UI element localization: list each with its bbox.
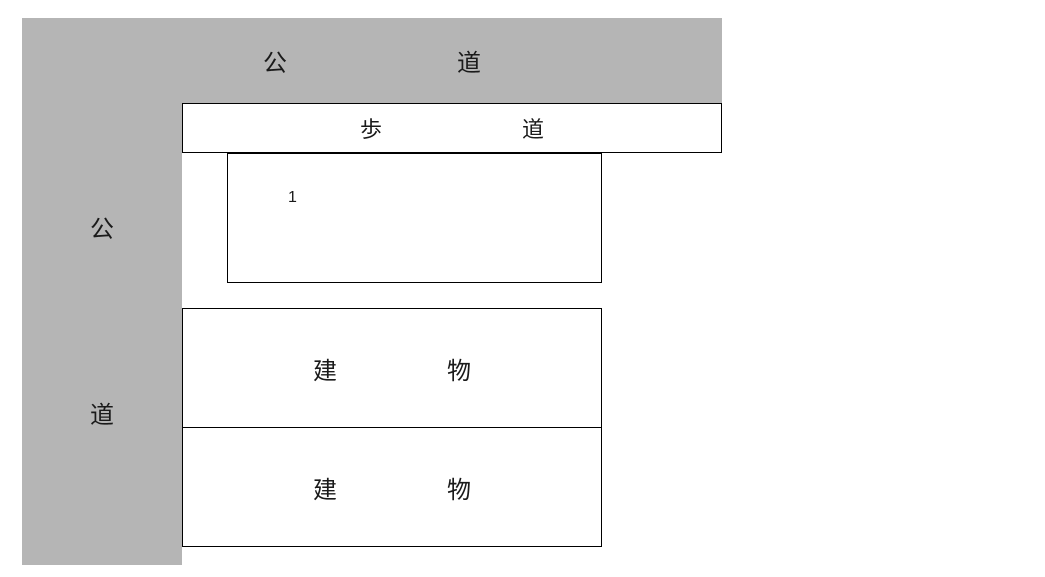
lot-block-1: 1 bbox=[227, 153, 602, 283]
building-a-char-1: 建 bbox=[313, 351, 337, 386]
road-top-char-2: 道 bbox=[457, 43, 481, 78]
sidewalk-char-2: 道 bbox=[522, 112, 544, 144]
site-diagram: 公 道 公 道 歩 道 1 建 物 建 物 bbox=[22, 18, 722, 565]
building-a-char-2: 物 bbox=[447, 351, 471, 386]
road-left-char-1: 公 bbox=[90, 209, 114, 244]
road-left-char-2: 道 bbox=[90, 395, 114, 430]
sidewalk-box: 歩 道 bbox=[182, 103, 722, 153]
public-road-top: 公 道 bbox=[22, 18, 722, 103]
sidewalk-char-1: 歩 bbox=[360, 112, 382, 144]
public-road-left: 公 道 bbox=[22, 103, 182, 565]
building-box-lower: 建 物 bbox=[182, 427, 602, 547]
building-b-char-2: 物 bbox=[447, 470, 471, 505]
lot-block-1-label: 1 bbox=[288, 189, 297, 206]
building-box-upper: 建 物 bbox=[182, 308, 602, 428]
building-b-char-1: 建 bbox=[313, 470, 337, 505]
road-top-char-1: 公 bbox=[263, 43, 287, 78]
